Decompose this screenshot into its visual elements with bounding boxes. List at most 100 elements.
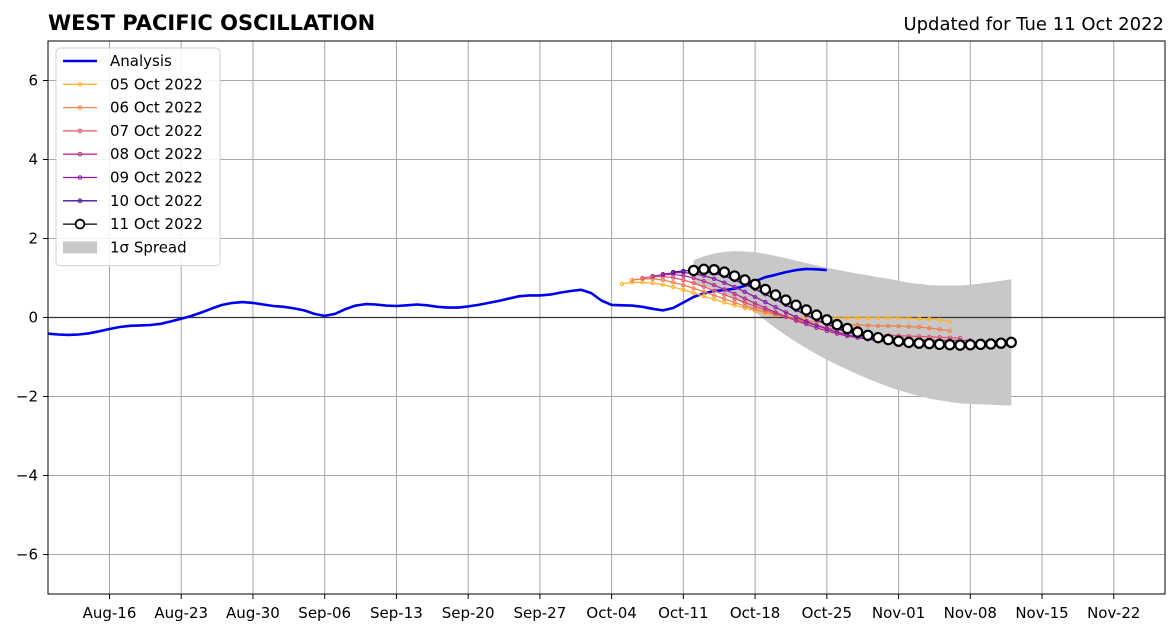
forecast-point — [752, 307, 758, 312]
forecast-point — [711, 297, 717, 302]
chart-subtitle: Updated for Tue 11 Oct 2022 — [903, 14, 1164, 35]
forecast-point-latest — [739, 274, 751, 286]
x-tick-label: Nov-01 — [872, 604, 925, 622]
forecast-point — [691, 290, 696, 296]
forecast-point — [773, 305, 778, 310]
y-tick-label: −4 — [16, 467, 38, 485]
forecast-point-latest — [964, 339, 976, 351]
forecast-point — [670, 269, 676, 275]
forecast-point — [629, 280, 635, 285]
y-axis-ticks: −6 −4 −2 0 2 4 6 — [16, 72, 48, 564]
legend-label: 1σ Spread — [110, 238, 187, 256]
forecast-point — [804, 322, 809, 327]
forecast-point-latest — [892, 335, 905, 347]
legend-label: 10 Oct 2022 — [110, 192, 203, 210]
forecast-point — [896, 315, 901, 321]
forecast-point — [763, 299, 768, 305]
forecast-point — [875, 323, 881, 328]
forecast-point — [722, 280, 727, 285]
legend-swatch-marker — [77, 198, 83, 204]
forecast-point — [732, 303, 737, 308]
forecast-point — [783, 314, 789, 319]
y-tick-label: 4 — [28, 151, 38, 169]
forecast-point — [722, 296, 727, 302]
series-layer — [47, 263, 1017, 351]
legend-label: Analysis — [110, 52, 172, 70]
x-tick-label: Oct-18 — [730, 604, 780, 622]
forecast-point-latest — [728, 270, 741, 282]
x-tick-label: Aug-16 — [83, 604, 137, 622]
x-tick-label: Aug-30 — [226, 604, 280, 622]
forecast-point-latest — [903, 336, 915, 349]
analysis-line — [47, 267, 827, 337]
forecast-point — [732, 284, 737, 290]
forecast-point-latest — [708, 264, 720, 276]
forecast-point — [865, 323, 871, 328]
x-tick-label: Nov-15 — [1015, 604, 1068, 622]
forecast-point — [619, 281, 625, 287]
forecast-point — [701, 289, 707, 295]
x-tick-label: Oct-04 — [586, 604, 636, 622]
legend-swatch-marker — [77, 105, 83, 110]
forecast-point — [814, 323, 819, 328]
forecast-point-latest — [841, 322, 854, 335]
x-tick-label: Sep-27 — [513, 604, 566, 622]
forecast-point — [732, 291, 737, 296]
forecast-point-latest — [872, 331, 884, 344]
forecast-point-latest — [698, 263, 710, 276]
forecast-point-latest — [944, 339, 956, 351]
forecast-point — [875, 315, 881, 321]
forecast-point — [691, 286, 696, 291]
forecast-point — [824, 326, 830, 332]
legend-label: 07 Oct 2022 — [110, 122, 203, 140]
forecast-point — [783, 310, 789, 315]
forecast-point-latest — [790, 299, 802, 311]
y-tick-label: −6 — [16, 546, 38, 564]
forecast-point — [916, 324, 922, 330]
forecast-point — [722, 292, 727, 297]
forecast-point-latest — [985, 338, 997, 350]
forecast-point — [650, 280, 655, 286]
forecast-point — [937, 327, 942, 332]
forecast-point — [886, 315, 891, 321]
forecast-point — [947, 328, 952, 334]
x-axis-ticks: Aug-16 Aug-23 Aug-30 Sep-06 Sep-13 Sep-20 Sep-… — [83, 594, 1140, 622]
forecast-point — [906, 316, 912, 321]
forecast-point — [711, 276, 717, 281]
forecast-point-latest — [913, 337, 925, 349]
forecast-point-latest — [954, 339, 966, 351]
forecast-point — [947, 319, 952, 324]
forecast-point — [742, 289, 748, 295]
forecast-point-latest — [862, 329, 874, 341]
forecast-point — [670, 284, 676, 290]
forecast-point-latest — [933, 338, 946, 351]
y-tick-label: 0 — [28, 309, 38, 327]
legend-label: 11 Oct 2022 — [110, 215, 203, 233]
legend-swatch-marker — [77, 128, 83, 134]
x-tick-label: Sep-20 — [442, 604, 495, 622]
forecast-point — [742, 296, 748, 301]
legend-swatch-marker — [77, 175, 83, 180]
forecast-point — [916, 316, 922, 321]
legend-label: 06 Oct 2022 — [110, 99, 203, 117]
forecast-point — [865, 315, 871, 321]
x-tick-label: Sep-06 — [298, 604, 351, 622]
forecast-point — [834, 329, 840, 335]
forecast-point — [670, 280, 676, 285]
forecast-point — [681, 268, 686, 274]
forecast-point — [701, 284, 707, 289]
forecast-point-latest — [923, 337, 936, 350]
forecast-point — [742, 300, 748, 305]
forecast-point-latest — [851, 326, 864, 338]
x-tick-label: Aug-23 — [154, 604, 208, 622]
forecast-point — [845, 315, 850, 321]
forecast-point — [855, 315, 860, 321]
forecast-point — [752, 301, 758, 306]
legend-swatch-spread — [63, 241, 97, 254]
forecast-point — [773, 310, 778, 315]
forecast-point-latest — [769, 289, 782, 301]
forecast-point — [660, 271, 666, 277]
y-tick-label: −2 — [16, 388, 38, 406]
x-tick-label: Sep-13 — [370, 604, 423, 622]
